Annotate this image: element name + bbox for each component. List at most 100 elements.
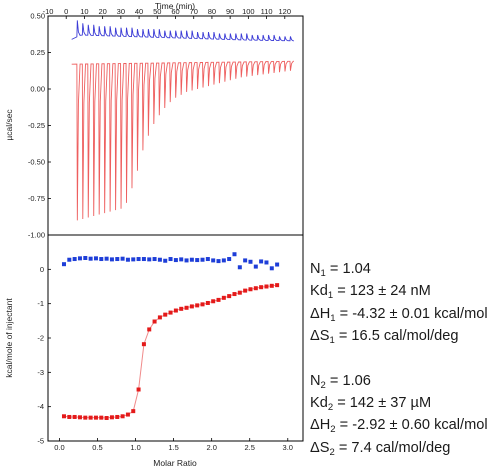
thermogram-frame: [47, 15, 304, 236]
sample-heat-point: [227, 294, 232, 299]
sample-heat-point: [275, 283, 280, 288]
blank-heat-point: [269, 266, 274, 271]
blank-titration-trace: [71, 20, 294, 42]
blank-heat-point: [141, 257, 146, 262]
power-tick-label: -0.75: [28, 194, 45, 203]
molar-ratio-tick-label: 3.0: [283, 443, 293, 452]
thermogram-traces: [71, 20, 294, 221]
site1-n: N1 = 1.04: [310, 261, 371, 279]
blank-heat-point: [77, 256, 82, 261]
site2-dh: ΔH2 = -2.92 ± 0.60 kcal/mol: [310, 417, 488, 436]
power-tick-label: 0.25: [30, 48, 45, 57]
blank-heat-point: [125, 257, 130, 262]
blank-heat-point: [104, 256, 109, 261]
blank-heat-point: [221, 258, 226, 263]
sample-heat-point: [189, 304, 194, 309]
power-tick-label: -0.50: [28, 158, 45, 167]
isotherm-points: [61, 252, 280, 420]
blank-heat-point: [136, 257, 141, 262]
sample-heat-point: [205, 300, 210, 305]
power-tick-label: -0.25: [28, 121, 45, 130]
power-axis-title: µcal/sec: [4, 109, 14, 141]
enthalpy-tick-label: -3: [37, 368, 44, 377]
power-tick-label: 0.00: [30, 85, 45, 94]
blank-heat-point: [173, 258, 178, 263]
blank-heat-point: [120, 256, 125, 261]
sample-heat-point: [104, 416, 109, 420]
blank-heat-point: [189, 257, 194, 262]
sample-heat-point: [157, 315, 162, 320]
power-axis-ticks: -1.00 -0.75 -0.50 -0.25 0.00 0.25 0.50: [28, 12, 51, 240]
sample-heat-point: [109, 415, 114, 420]
fit-line: [63, 284, 278, 419]
sample-heat-point: [88, 415, 93, 420]
blank-heat-point: [232, 252, 237, 257]
sample-heat-point: [72, 414, 77, 419]
time-tick-label: 90: [226, 7, 234, 16]
enthalpy-tick-label: -5: [37, 437, 44, 446]
sample-heat-point: [269, 283, 274, 288]
time-tick-label: 50: [153, 7, 161, 16]
blank-heat-point: [152, 257, 157, 262]
enthalpy-tick-label: -1: [37, 299, 44, 308]
enthalpy-axis-ticks: -5 -4 -3 -2 -1 0: [37, 234, 51, 446]
isotherm-frame: [47, 234, 304, 442]
thermogram-panel: -10 0 10 20 30 40 50 60 70 80 90 100 110 120 -1.00 -0.…: [4, 1, 304, 240]
time-tick-label: 70: [190, 7, 198, 16]
sample-heat-point: [259, 285, 264, 290]
blank-heat-point: [253, 264, 258, 269]
sample-heat-point: [152, 319, 157, 324]
sample-heat-point: [221, 295, 226, 300]
sample-heat-point: [67, 414, 72, 419]
binding-parameters: N1 = 1.04 Kd1 = 123 ± 24 nM ΔH1 = -4.32 …: [310, 258, 498, 459]
molar-ratio-axis-ticks: 0.0 0.5 1.0 1.5 2.0 2.5 3.0: [54, 438, 293, 452]
molar-ratio-tick-label: 2.5: [244, 443, 254, 452]
sample-heat-point: [115, 414, 120, 419]
power-tick-label: -1.00: [28, 231, 45, 240]
blank-heat-point: [237, 265, 242, 270]
sample-heat-point: [147, 327, 152, 332]
sample-heat-point: [184, 305, 189, 310]
time-tick-label: 10: [80, 7, 88, 16]
sample-heat-point: [93, 415, 98, 420]
enthalpy-tick-label: 0: [40, 265, 44, 274]
sample-heat-point: [243, 288, 248, 293]
site1-ds: ΔS1 = 16.5 cal/mol/deg: [310, 328, 459, 347]
blank-heat-point: [248, 259, 253, 264]
time-tick-label: 100: [242, 7, 255, 16]
sample-heat-point: [200, 302, 205, 307]
time-tick-label: 40: [135, 7, 143, 16]
blank-heat-point: [163, 258, 168, 263]
blank-heat-point: [93, 256, 98, 261]
time-axis-title: Time (min): [155, 1, 195, 11]
power-tick-label: 0.50: [30, 12, 45, 21]
sample-heat-point: [216, 297, 221, 302]
enthalpy-axis-title: kcal/mole of injectant: [4, 298, 14, 378]
sample-heat-point: [61, 414, 66, 419]
binding-isotherm-panel: 0.0 0.5 1.0 1.5 2.0 2.5 3.0 -5 -4 -3 -2 -1 0 Molar …: [4, 234, 304, 468]
time-tick-label: 120: [279, 7, 292, 16]
time-tick-label: -10: [43, 7, 54, 16]
site2-n: N2 = 1.06: [310, 372, 371, 391]
time-tick-label: 0: [64, 7, 68, 16]
sample-heat-point: [237, 290, 242, 295]
sample-heat-point: [77, 415, 82, 420]
site2-kd: Kd2 = 142 ± 37 µM: [310, 395, 432, 414]
site1-dh: ΔH1 = -4.32 ± 0.01 kcal/mol: [310, 305, 488, 324]
site2-ds: ΔS2 = 7.4 cal/mol/deg: [310, 439, 451, 458]
blank-heat-point: [67, 257, 72, 262]
sample-heat-point: [168, 310, 173, 315]
sample-titration-trace: [71, 60, 294, 221]
molar-ratio-tick-label: 1.0: [130, 443, 140, 452]
blank-heat-point: [147, 257, 152, 262]
enthalpy-tick-label: -4: [37, 402, 44, 411]
blank-heat-point: [216, 259, 221, 264]
blank-heat-point: [227, 257, 232, 262]
site1-kd: Kd1 = 123 ± 24 nM: [310, 283, 431, 302]
molar-ratio-tick-label: 0.5: [92, 443, 102, 452]
blank-heat-point: [275, 262, 280, 267]
sample-heat-point: [248, 287, 253, 292]
blank-heat-point: [184, 258, 189, 263]
blank-heat-point: [195, 258, 200, 263]
